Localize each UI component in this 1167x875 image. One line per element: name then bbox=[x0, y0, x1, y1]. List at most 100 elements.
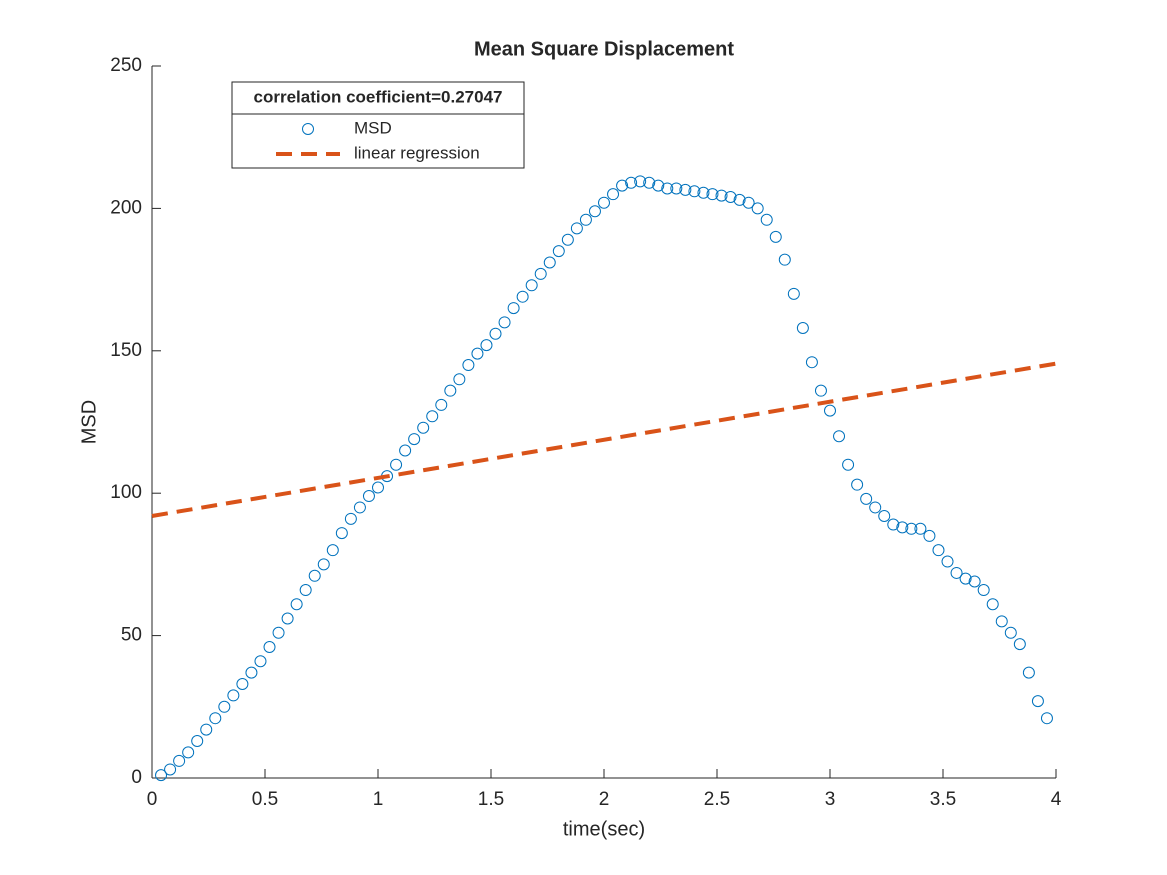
data-point bbox=[272, 626, 285, 639]
data-point bbox=[625, 176, 638, 189]
data-point bbox=[362, 490, 375, 503]
y-tick-label: 150 bbox=[110, 340, 142, 361]
data-point bbox=[986, 598, 999, 611]
legend-label: linear regression bbox=[354, 143, 480, 162]
data-point bbox=[896, 521, 909, 534]
data-point bbox=[1013, 638, 1026, 651]
data-point bbox=[968, 575, 981, 588]
data-point bbox=[941, 555, 954, 568]
data-point bbox=[480, 339, 493, 352]
x-tick-label: 0 bbox=[147, 789, 158, 810]
data-point bbox=[760, 213, 773, 226]
data-point bbox=[607, 188, 620, 201]
data-point bbox=[525, 279, 538, 292]
data-point bbox=[670, 182, 683, 195]
x-tick-label: 1.5 bbox=[478, 789, 504, 810]
data-point bbox=[887, 518, 900, 531]
data-point bbox=[308, 569, 321, 582]
data-point bbox=[155, 769, 168, 782]
data-point bbox=[652, 179, 665, 192]
data-point bbox=[995, 615, 1008, 628]
x-tick-label: 0.5 bbox=[252, 789, 278, 810]
data-point bbox=[742, 196, 755, 209]
data-point bbox=[579, 213, 592, 226]
data-point bbox=[543, 256, 556, 269]
data-point bbox=[372, 481, 384, 494]
data-point bbox=[679, 183, 692, 196]
data-point bbox=[281, 612, 294, 625]
data-point bbox=[254, 655, 267, 668]
data-point bbox=[344, 512, 357, 525]
data-point bbox=[787, 287, 800, 300]
data-point bbox=[905, 522, 918, 535]
y-tick-label: 200 bbox=[110, 197, 142, 218]
data-point bbox=[218, 700, 231, 713]
data-point bbox=[697, 186, 710, 199]
data-point bbox=[227, 689, 240, 702]
data-point bbox=[796, 322, 809, 335]
data-point bbox=[200, 723, 213, 736]
data-point bbox=[833, 430, 846, 443]
data-point bbox=[191, 734, 204, 747]
data-point bbox=[1004, 626, 1017, 639]
data-point bbox=[236, 678, 249, 691]
data-point bbox=[715, 189, 728, 202]
x-tick-label: 1 bbox=[373, 789, 384, 810]
data-point bbox=[878, 509, 891, 522]
data-point bbox=[851, 478, 864, 491]
y-tick-label: 0 bbox=[131, 767, 142, 788]
data-point bbox=[561, 233, 574, 246]
data-point bbox=[390, 458, 403, 471]
x-tick-label: 3 bbox=[825, 789, 836, 810]
data-point bbox=[353, 501, 366, 514]
x-tick-label: 2 bbox=[599, 789, 610, 810]
data-point bbox=[959, 572, 972, 585]
data-point bbox=[842, 458, 855, 471]
data-point bbox=[408, 433, 421, 446]
data-point bbox=[263, 640, 276, 653]
data-point bbox=[1022, 666, 1035, 679]
data-point bbox=[932, 544, 945, 557]
data-point bbox=[326, 544, 339, 557]
data-point bbox=[435, 398, 448, 411]
data-point bbox=[706, 188, 719, 201]
data-point bbox=[534, 267, 547, 280]
data-point bbox=[335, 527, 348, 540]
y-tick-label: 250 bbox=[110, 55, 142, 76]
data-point bbox=[209, 712, 222, 725]
legend-label: MSD bbox=[354, 118, 392, 137]
x-tick-label: 4 bbox=[1051, 789, 1062, 810]
data-point bbox=[824, 404, 836, 417]
x-tick-label: 3.5 bbox=[930, 789, 956, 810]
x-tick-label: 2.5 bbox=[704, 789, 730, 810]
data-point bbox=[444, 384, 457, 397]
data-point bbox=[516, 290, 529, 303]
data-point bbox=[399, 444, 412, 457]
data-point bbox=[751, 202, 764, 215]
y-tick-label: 50 bbox=[121, 625, 142, 646]
data-point bbox=[299, 584, 312, 597]
data-point bbox=[489, 327, 502, 340]
legend-title: correlation coefficient=0.27047 bbox=[254, 87, 503, 106]
data-point bbox=[814, 384, 827, 397]
data-point bbox=[453, 373, 466, 386]
data-point bbox=[290, 598, 303, 611]
data-point bbox=[182, 746, 195, 759]
data-point bbox=[570, 222, 583, 235]
data-point bbox=[317, 558, 330, 571]
data-point bbox=[805, 356, 818, 369]
data-point bbox=[417, 421, 430, 434]
data-point bbox=[950, 566, 963, 579]
data-point bbox=[164, 763, 177, 776]
chart-title: Mean Square Displacement bbox=[474, 38, 734, 60]
data-point bbox=[471, 347, 484, 360]
data-point bbox=[914, 522, 927, 535]
data-point bbox=[245, 666, 258, 679]
data-point bbox=[552, 245, 565, 258]
data-point bbox=[733, 193, 746, 206]
x-axis-label: time(sec) bbox=[563, 818, 645, 840]
data-point bbox=[661, 182, 674, 195]
data-point bbox=[860, 492, 873, 505]
